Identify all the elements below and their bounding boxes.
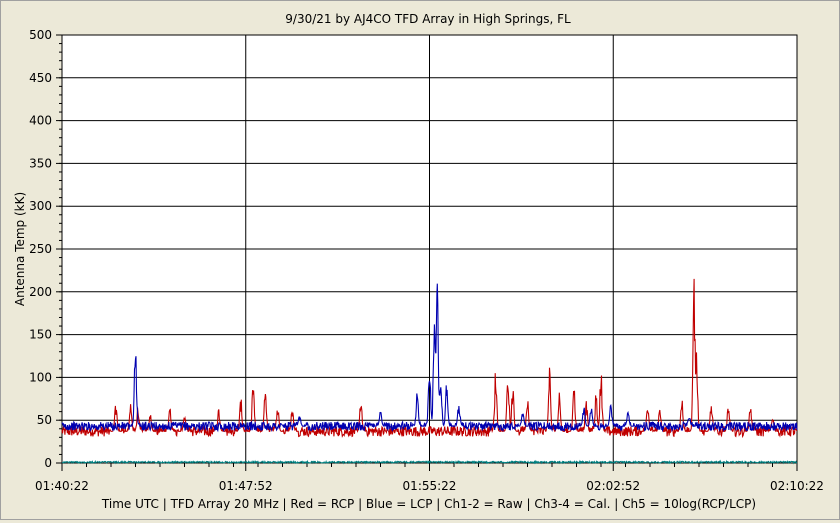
y-tick-label: 150 <box>29 328 52 342</box>
y-tick-label: 100 <box>29 370 52 384</box>
y-tick-label: 400 <box>29 114 52 128</box>
x-tick-label: 01:47:52 <box>219 479 273 493</box>
series-line-ch5 <box>61 459 798 465</box>
x-axis-ticks: 01:40:22 01:47:52 01:55:22 02:02:52 02:10:22 <box>35 463 824 493</box>
y-tick-label: 0 <box>44 456 52 470</box>
y-tick-label: 300 <box>29 199 52 213</box>
chart-title: 9/30/21 by AJ4CO TFD Array in High Sprin… <box>285 12 571 26</box>
y-tick-label: 350 <box>29 156 52 170</box>
y-tick-label: 200 <box>29 285 52 299</box>
chart-footer-caption: Time UTC | TFD Array 20 MHz | Red = RCP … <box>101 497 756 511</box>
y-tick-label: 50 <box>37 413 52 427</box>
y-tick-label: 450 <box>29 71 52 85</box>
y-tick-label: 500 <box>29 28 52 42</box>
series-line-blue-lcp <box>61 283 798 433</box>
y-axis-ticks: 0 50 100 150 200 250 300 350 400 450 500 <box>29 28 62 470</box>
x-tick-label: 02:10:22 <box>770 479 824 493</box>
x-tick-label: 01:40:22 <box>35 479 89 493</box>
x-tick-label: 02:02:52 <box>586 479 640 493</box>
series-group <box>61 278 798 465</box>
x-tick-label: 01:55:22 <box>403 479 457 493</box>
y-tick-label: 250 <box>29 242 52 256</box>
y-axis-label: Antenna Temp (kK) <box>13 192 27 306</box>
